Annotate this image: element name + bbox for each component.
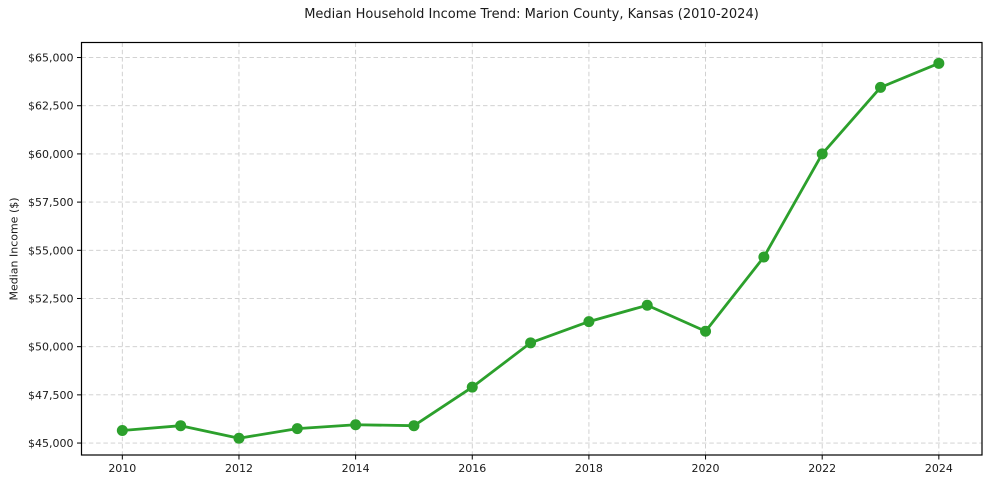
data-point bbox=[175, 420, 187, 432]
y-tick-label: $52,500 bbox=[28, 292, 74, 305]
x-tick-label: 2020 bbox=[692, 462, 720, 475]
y-tick-label: $45,000 bbox=[28, 437, 74, 450]
data-line bbox=[120, 61, 941, 440]
data-point bbox=[291, 423, 303, 435]
x-tick-label: 2022 bbox=[808, 462, 836, 475]
chart-title: Median Household Income Trend: Marion Co… bbox=[304, 7, 759, 22]
y-tick-label: $60,000 bbox=[28, 148, 74, 161]
data-point bbox=[350, 419, 362, 431]
x-tick-label: 2018 bbox=[575, 462, 603, 475]
y-tick-label: $50,000 bbox=[28, 341, 74, 354]
x-tick-label: 2024 bbox=[925, 462, 953, 475]
x-tick-label: 2010 bbox=[108, 462, 136, 475]
x-tick-label: 2016 bbox=[458, 462, 486, 475]
data-point bbox=[641, 299, 653, 311]
y-tick-label: $57,500 bbox=[28, 196, 74, 209]
y-tick-label: $47,500 bbox=[28, 389, 74, 402]
data-point bbox=[466, 381, 478, 393]
data-point bbox=[816, 148, 828, 160]
data-point bbox=[525, 337, 537, 349]
data-point bbox=[233, 432, 245, 444]
x-tick-label: 2014 bbox=[342, 462, 370, 475]
data-point bbox=[700, 325, 712, 337]
y-tick-label: $65,000 bbox=[28, 52, 74, 65]
data-point bbox=[875, 81, 887, 93]
data-point bbox=[583, 316, 595, 328]
data-point bbox=[116, 425, 128, 437]
x-tick-label: 2012 bbox=[225, 462, 253, 475]
axes-box bbox=[80, 41, 983, 456]
data-point bbox=[933, 57, 945, 69]
data-point bbox=[408, 420, 420, 432]
y-tick-label: $62,500 bbox=[28, 100, 74, 113]
data-point bbox=[758, 251, 770, 263]
y-tick-label: $55,000 bbox=[28, 244, 74, 257]
